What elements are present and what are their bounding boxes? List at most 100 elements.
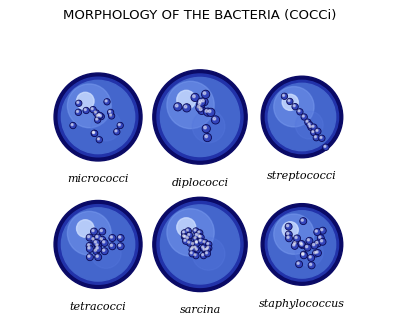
Circle shape bbox=[186, 229, 188, 231]
Circle shape bbox=[99, 236, 106, 243]
Circle shape bbox=[77, 101, 79, 103]
Circle shape bbox=[293, 105, 295, 107]
Circle shape bbox=[202, 239, 208, 246]
Circle shape bbox=[206, 241, 212, 248]
Circle shape bbox=[67, 212, 111, 255]
Circle shape bbox=[312, 250, 320, 257]
Circle shape bbox=[314, 250, 322, 257]
Circle shape bbox=[261, 204, 343, 285]
Circle shape bbox=[182, 234, 189, 241]
Circle shape bbox=[295, 239, 323, 267]
Circle shape bbox=[109, 235, 116, 242]
Circle shape bbox=[296, 261, 303, 268]
Circle shape bbox=[316, 129, 318, 132]
Circle shape bbox=[92, 130, 98, 137]
Circle shape bbox=[308, 254, 315, 261]
Circle shape bbox=[193, 236, 199, 242]
Circle shape bbox=[293, 244, 295, 246]
Circle shape bbox=[265, 208, 338, 281]
Circle shape bbox=[206, 248, 208, 250]
Circle shape bbox=[310, 263, 312, 266]
Circle shape bbox=[153, 70, 247, 164]
Circle shape bbox=[297, 108, 303, 115]
Circle shape bbox=[319, 227, 326, 234]
Circle shape bbox=[115, 130, 117, 132]
Circle shape bbox=[185, 228, 192, 234]
Circle shape bbox=[192, 237, 225, 270]
Circle shape bbox=[186, 240, 193, 246]
Circle shape bbox=[93, 110, 100, 116]
Circle shape bbox=[308, 123, 310, 125]
Circle shape bbox=[291, 242, 298, 249]
Circle shape bbox=[186, 232, 193, 239]
Circle shape bbox=[190, 245, 197, 252]
Circle shape bbox=[265, 80, 338, 154]
Circle shape bbox=[320, 136, 322, 139]
Circle shape bbox=[195, 241, 197, 243]
Circle shape bbox=[117, 243, 124, 250]
Circle shape bbox=[92, 131, 94, 133]
Circle shape bbox=[198, 102, 201, 105]
Circle shape bbox=[261, 76, 343, 158]
Circle shape bbox=[188, 241, 190, 243]
Circle shape bbox=[193, 228, 199, 234]
Circle shape bbox=[300, 218, 307, 225]
Circle shape bbox=[54, 73, 142, 161]
Circle shape bbox=[204, 126, 206, 129]
Circle shape bbox=[182, 238, 189, 244]
Circle shape bbox=[203, 133, 212, 142]
Circle shape bbox=[76, 220, 94, 237]
Circle shape bbox=[213, 117, 216, 120]
Circle shape bbox=[202, 99, 204, 102]
Circle shape bbox=[91, 111, 121, 141]
Circle shape bbox=[314, 228, 321, 236]
Circle shape bbox=[206, 252, 208, 254]
Circle shape bbox=[304, 244, 311, 251]
Circle shape bbox=[194, 232, 200, 239]
Circle shape bbox=[95, 245, 102, 252]
Circle shape bbox=[93, 248, 100, 255]
Circle shape bbox=[287, 232, 289, 235]
Circle shape bbox=[196, 104, 204, 112]
Circle shape bbox=[153, 197, 247, 292]
Circle shape bbox=[90, 228, 98, 235]
Circle shape bbox=[323, 144, 329, 150]
Circle shape bbox=[203, 241, 205, 243]
Circle shape bbox=[67, 84, 111, 128]
Circle shape bbox=[184, 236, 186, 237]
Circle shape bbox=[93, 132, 95, 133]
Circle shape bbox=[181, 230, 188, 236]
Circle shape bbox=[211, 116, 220, 124]
Circle shape bbox=[118, 244, 121, 246]
Circle shape bbox=[97, 112, 103, 119]
Circle shape bbox=[197, 105, 200, 108]
Circle shape bbox=[177, 218, 196, 237]
Circle shape bbox=[96, 137, 102, 143]
Circle shape bbox=[110, 244, 112, 246]
Circle shape bbox=[282, 94, 284, 96]
Circle shape bbox=[160, 77, 240, 156]
Circle shape bbox=[202, 90, 210, 99]
Circle shape bbox=[160, 205, 240, 284]
Circle shape bbox=[188, 234, 190, 236]
Circle shape bbox=[307, 122, 313, 128]
Circle shape bbox=[300, 243, 303, 245]
Circle shape bbox=[70, 122, 76, 129]
Circle shape bbox=[95, 113, 102, 120]
Circle shape bbox=[189, 251, 195, 257]
Circle shape bbox=[319, 238, 326, 245]
Circle shape bbox=[182, 235, 184, 237]
Circle shape bbox=[199, 108, 202, 110]
Circle shape bbox=[76, 100, 82, 107]
Circle shape bbox=[91, 130, 97, 136]
Circle shape bbox=[117, 235, 124, 242]
Circle shape bbox=[314, 136, 316, 138]
Circle shape bbox=[84, 108, 86, 111]
Circle shape bbox=[311, 124, 317, 130]
Circle shape bbox=[192, 243, 194, 244]
Circle shape bbox=[295, 111, 323, 139]
Circle shape bbox=[110, 114, 112, 116]
Circle shape bbox=[203, 248, 205, 250]
Circle shape bbox=[207, 243, 209, 244]
Circle shape bbox=[198, 235, 200, 237]
